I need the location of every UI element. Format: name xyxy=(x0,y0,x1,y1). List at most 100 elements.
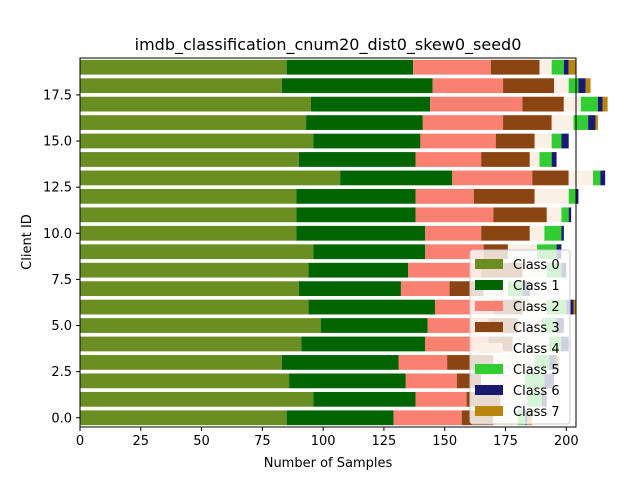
bar-segment-client-8-class-1 xyxy=(308,262,409,278)
bar-segment-client-18-class-1 xyxy=(281,78,433,94)
x-tick-label: 175 xyxy=(493,434,518,449)
x-tick-label: 75 xyxy=(254,434,271,449)
bar-segment-client-8-class-2 xyxy=(408,262,482,278)
legend-label: Class 0 xyxy=(513,258,560,273)
bar-segment-client-14-class-6 xyxy=(551,152,557,167)
bar-segment-client-12-class-3 xyxy=(473,188,535,204)
x-axis-label: Number of Samples xyxy=(264,456,393,471)
y-tick-label: 12.5 xyxy=(43,181,72,196)
bar-segment-client-14-class-5 xyxy=(539,152,552,167)
y-tick-label: 2.5 xyxy=(51,365,72,380)
bar-segment-client-10-class-3 xyxy=(481,225,530,241)
bar-segment-client-12-class-6 xyxy=(576,188,579,204)
bar-segment-client-18-class-5 xyxy=(568,78,579,94)
bar-segment-client-16-class-6 xyxy=(588,115,596,130)
bar-segment-client-3-class-1 xyxy=(281,355,399,370)
legend-label: Class 2 xyxy=(513,300,560,315)
bar-segment-client-2-class-2 xyxy=(405,373,457,389)
bar-segment-client-9-class-2 xyxy=(425,244,484,260)
bar-segment-client-16-class-4 xyxy=(551,115,574,130)
bar-segment-client-7-class-0 xyxy=(80,281,299,297)
bar-segment-client-11-class-2 xyxy=(415,207,494,223)
plot-frame xyxy=(79,57,577,428)
bar-segment-client-15-class-4 xyxy=(534,133,552,149)
legend-label: Class 5 xyxy=(513,363,560,378)
bar-segment-client-12-class-0 xyxy=(80,188,297,204)
bar-segment-client-17-class-5 xyxy=(580,96,598,112)
bar-segment-client-18-class-6 xyxy=(578,78,586,94)
bar-segment-client-3-class-2 xyxy=(398,355,448,370)
legend-label: Class 7 xyxy=(513,405,560,420)
bar-segment-client-11-class-4 xyxy=(546,207,562,223)
x-tick-label: 150 xyxy=(432,434,457,449)
bar-segment-client-10-class-5 xyxy=(544,225,562,241)
x-tick-label: 0 xyxy=(76,434,84,449)
bar-segment-client-10-class-0 xyxy=(80,225,297,241)
bar-segment-client-9-class-0 xyxy=(80,244,314,260)
axes-group: 0 25 50 75 100 125 150 175 200 0.0 2.5 5.0 7.5 10.0 12… xyxy=(43,57,579,449)
y-tick-label: 7.5 xyxy=(51,273,72,288)
bar-segment-client-4-class-1 xyxy=(301,336,426,352)
legend-box xyxy=(469,249,571,425)
bar-segment-client-10-class-4 xyxy=(529,225,545,241)
legend-swatch xyxy=(475,364,503,374)
bar-segment-client-13-class-0 xyxy=(80,170,341,186)
bar-segment-client-11-class-1 xyxy=(296,207,416,223)
y-axis-label: Client ID xyxy=(20,214,35,270)
x-tick-label: 50 xyxy=(193,434,210,449)
y-tick-label: 0.0 xyxy=(51,411,72,426)
x-tick-label: 100 xyxy=(311,434,336,449)
bar-segment-client-6-class-0 xyxy=(80,299,309,315)
bar-segment-client-7-class-1 xyxy=(298,281,401,297)
bar-segment-client-19-class-2 xyxy=(413,59,491,75)
bar-segment-client-15-class-5 xyxy=(551,133,562,149)
bar-segment-client-12-class-2 xyxy=(415,188,474,204)
bar-segment-client-18-class-3 xyxy=(503,78,555,94)
bar-segment-client-10-class-2 xyxy=(425,225,482,241)
bar-segment-client-15-class-3 xyxy=(495,133,535,149)
bar-segment-client-18-class-4 xyxy=(554,78,569,94)
bar-segment-client-13-class-1 xyxy=(340,170,452,186)
legend-swatch xyxy=(475,385,503,395)
bar-segment-client-0-class-2 xyxy=(393,410,462,426)
legend-swatch xyxy=(475,259,503,269)
bar-segment-client-18-class-7 xyxy=(585,78,591,94)
y-tick-label: 17.5 xyxy=(43,88,72,103)
bar-segment-client-15-class-0 xyxy=(80,133,314,149)
bar-segment-client-11-class-3 xyxy=(493,207,547,223)
bar-segment-client-0-class-1 xyxy=(286,410,394,426)
bar-segment-client-11-class-6 xyxy=(568,207,572,223)
bar-segment-client-12-class-4 xyxy=(534,188,569,204)
bar-segment-client-17-class-6 xyxy=(597,96,603,112)
bar-segment-client-2-class-1 xyxy=(289,373,406,389)
bar-segment-client-11-class-0 xyxy=(80,207,297,223)
legend-label: Class 6 xyxy=(513,384,560,399)
bar-segment-client-14-class-4 xyxy=(529,152,540,167)
bar-segment-client-19-class-1 xyxy=(286,59,414,75)
y-tick-label: 5.0 xyxy=(51,319,72,334)
bar-segment-client-16-class-1 xyxy=(306,115,423,130)
legend-swatch xyxy=(475,280,503,290)
x-tick-label: 25 xyxy=(133,434,150,449)
y-tick-label: 10.0 xyxy=(43,227,72,242)
legend-swatch xyxy=(475,343,503,353)
bar-segment-client-19-class-4 xyxy=(539,59,552,75)
bar-segment-client-14-class-1 xyxy=(298,152,416,167)
bar-segment-client-17-class-3 xyxy=(522,96,564,112)
legend-swatch xyxy=(475,322,503,332)
bar-segment-client-14-class-2 xyxy=(415,152,482,167)
bar-segment-client-5-class-1 xyxy=(320,318,428,333)
bar-segment-client-6-class-1 xyxy=(308,299,435,315)
bar-segment-client-14-class-0 xyxy=(80,152,299,167)
bar-segment-client-5-class-0 xyxy=(80,318,321,333)
bar-segment-client-4-class-0 xyxy=(80,336,302,352)
bar-segment-client-14-class-3 xyxy=(481,152,530,167)
x-tick-label: 200 xyxy=(554,434,579,449)
x-tick-label: 125 xyxy=(372,434,397,449)
bar-segment-client-10-class-1 xyxy=(296,225,426,241)
bar-segment-client-3-class-0 xyxy=(80,355,282,370)
bar-segment-client-17-class-4 xyxy=(563,96,581,112)
bar-segment-client-12-class-1 xyxy=(296,188,416,204)
bar-segment-client-0-class-0 xyxy=(80,410,287,426)
bar-segment-client-19-class-7 xyxy=(568,59,576,75)
